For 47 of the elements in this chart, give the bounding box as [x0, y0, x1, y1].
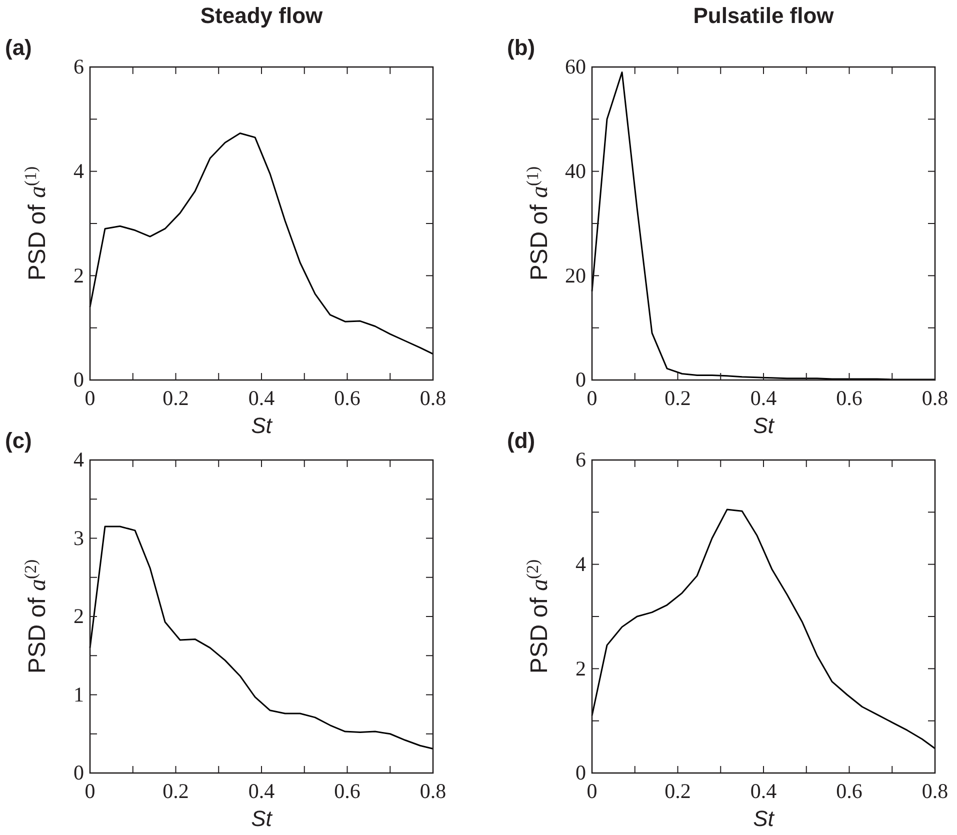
x-tick-label: 0.8	[420, 386, 446, 410]
x-tick-label: 0.6	[836, 386, 862, 410]
y-tick-label: 1	[74, 682, 84, 706]
y-tick-label: 2	[74, 263, 84, 288]
y-tick-label: 0	[576, 368, 586, 392]
text: (a)	[5, 35, 32, 60]
line-series	[89, 526, 434, 750]
line-series	[89, 132, 434, 355]
chart-title: Pulsatile flow	[693, 3, 835, 28]
text: (b)	[507, 35, 536, 60]
x-tick-label: 0.8	[420, 778, 446, 803]
y-tick-label: 60	[565, 54, 586, 79]
x-tick-label: 0.8	[922, 386, 948, 410]
y-tick-label: 4	[576, 552, 586, 576]
y-tick-label: 3	[74, 526, 84, 550]
y-tick-label: 2	[576, 656, 586, 680]
line-series	[591, 508, 936, 750]
x-tick-label: 0.8	[922, 778, 948, 803]
y-tick-label: 40	[565, 159, 586, 184]
y-tick-label: 0	[74, 368, 84, 392]
x-axis-title: St	[251, 806, 273, 831]
x-axis-title: St	[251, 413, 273, 438]
x-tick-label: 0.6	[334, 386, 360, 410]
y-tick-label: 6	[576, 448, 586, 472]
y-tick-label: 6	[74, 54, 84, 79]
line-series	[591, 71, 936, 380]
x-axis-title: St	[753, 413, 775, 438]
y-tick-label: 4	[74, 159, 84, 184]
y-tick-label: 2	[74, 604, 84, 628]
y-tick-label: 0	[74, 760, 84, 785]
y-tick-label: 4	[74, 448, 84, 472]
x-tick-label: 0.4	[248, 778, 276, 803]
chart-title: Steady flow	[200, 3, 324, 28]
y-tick-label: 20	[565, 263, 586, 288]
y-tick-label: 0	[576, 760, 586, 785]
x-tick-label: 0.2	[162, 778, 189, 803]
x-tick-label: 0.2	[664, 778, 691, 803]
text: (c)	[5, 428, 32, 453]
x-tick-label: 0.2	[664, 386, 691, 410]
x-tick-label: 0.4	[750, 778, 778, 803]
x-tick-label: 0.6	[334, 778, 360, 803]
x-tick-label: 0.4	[248, 386, 276, 410]
text: (d)	[507, 428, 536, 453]
x-tick-label: 0.6	[836, 778, 862, 803]
x-tick-label: 0.2	[162, 386, 189, 410]
x-axis-title: St	[753, 806, 775, 831]
x-tick-label: 0.4	[750, 386, 778, 410]
